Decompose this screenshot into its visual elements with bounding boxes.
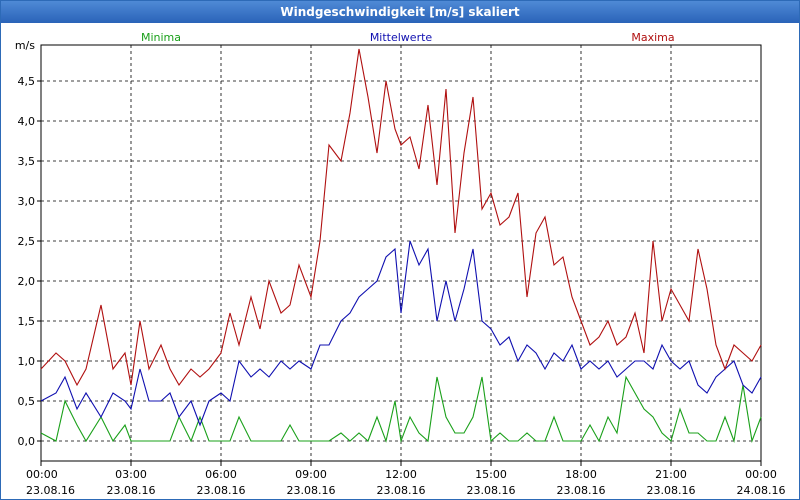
y-tick-label: 1,0	[18, 355, 36, 368]
y-tick-label: 4,0	[18, 115, 36, 128]
x-tick-time-label: 21:00	[655, 468, 687, 481]
x-tick-date-label: 23.08.16	[467, 484, 516, 497]
y-tick-label: 4,5	[18, 75, 36, 88]
y-tick-label: 0,0	[18, 435, 36, 448]
x-tick-date-label: 23.08.16	[107, 484, 156, 497]
x-tick-date-label: 23.08.16	[287, 484, 336, 497]
plot-area	[40, 44, 762, 462]
x-tick-time-label: 12:00	[385, 468, 417, 481]
legend: Minima Mittelwerte Maxima	[141, 31, 675, 44]
y-tick-label: 3,5	[18, 155, 36, 168]
x-tick-date-label: 23.08.16	[377, 484, 426, 497]
window-title: Windgeschwindigkeit [m/s] skaliert	[1, 1, 799, 23]
x-tick-time-label: 06:00	[205, 468, 237, 481]
x-tick-date-label: 23.08.16	[197, 484, 246, 497]
x-axis: 00:00 23.08.16 03:00 23.08.16 06:00 23.08.16 0…	[26, 461, 785, 497]
wind-speed-chart: 0,0 0,5 1,0 1,5 2,0 2,5 3,0 3,5 4,0 4,5 m/s 00:00 2…	[15, 31, 786, 497]
x-tick-date-label: 23.08.16	[647, 484, 696, 497]
y-tick-label: 3,0	[18, 195, 36, 208]
x-tick-time-label: 15:00	[475, 468, 507, 481]
series-line-maxima	[40, 48, 762, 387]
x-tick-time-label: 09:00	[295, 468, 327, 481]
y-tick-label: 2,5	[18, 235, 36, 248]
x-tick-date-label: 23.08.16	[557, 484, 606, 497]
y-tick-label: 1,5	[18, 315, 36, 328]
x-tick-time-label: 00:00	[26, 468, 58, 481]
x-tick-date-label: 23.08.16	[26, 484, 75, 497]
x-tick-time-label: 00:00	[745, 468, 777, 481]
series-lines	[40, 48, 762, 444]
series-line-minima	[40, 375, 762, 444]
y-axis-label: m/s	[15, 39, 35, 52]
x-tick-date-label: 24.08.16	[737, 484, 786, 497]
legend-entry-maxima: Maxima	[631, 31, 674, 44]
x-tick-time-label: 18:00	[565, 468, 597, 481]
legend-entry-minima: Minima	[141, 31, 181, 44]
series-line-mittelwerte	[40, 240, 762, 427]
x-tick-time-label: 03:00	[115, 468, 147, 481]
legend-entry-mittelwerte: Mittelwerte	[370, 31, 433, 44]
y-axis: 0,0 0,5 1,0 1,5 2,0 2,5 3,0 3,5 4,0 4,5 m/s	[15, 39, 41, 448]
y-tick-label: 0,5	[18, 395, 36, 408]
y-tick-label: 2,0	[18, 275, 36, 288]
